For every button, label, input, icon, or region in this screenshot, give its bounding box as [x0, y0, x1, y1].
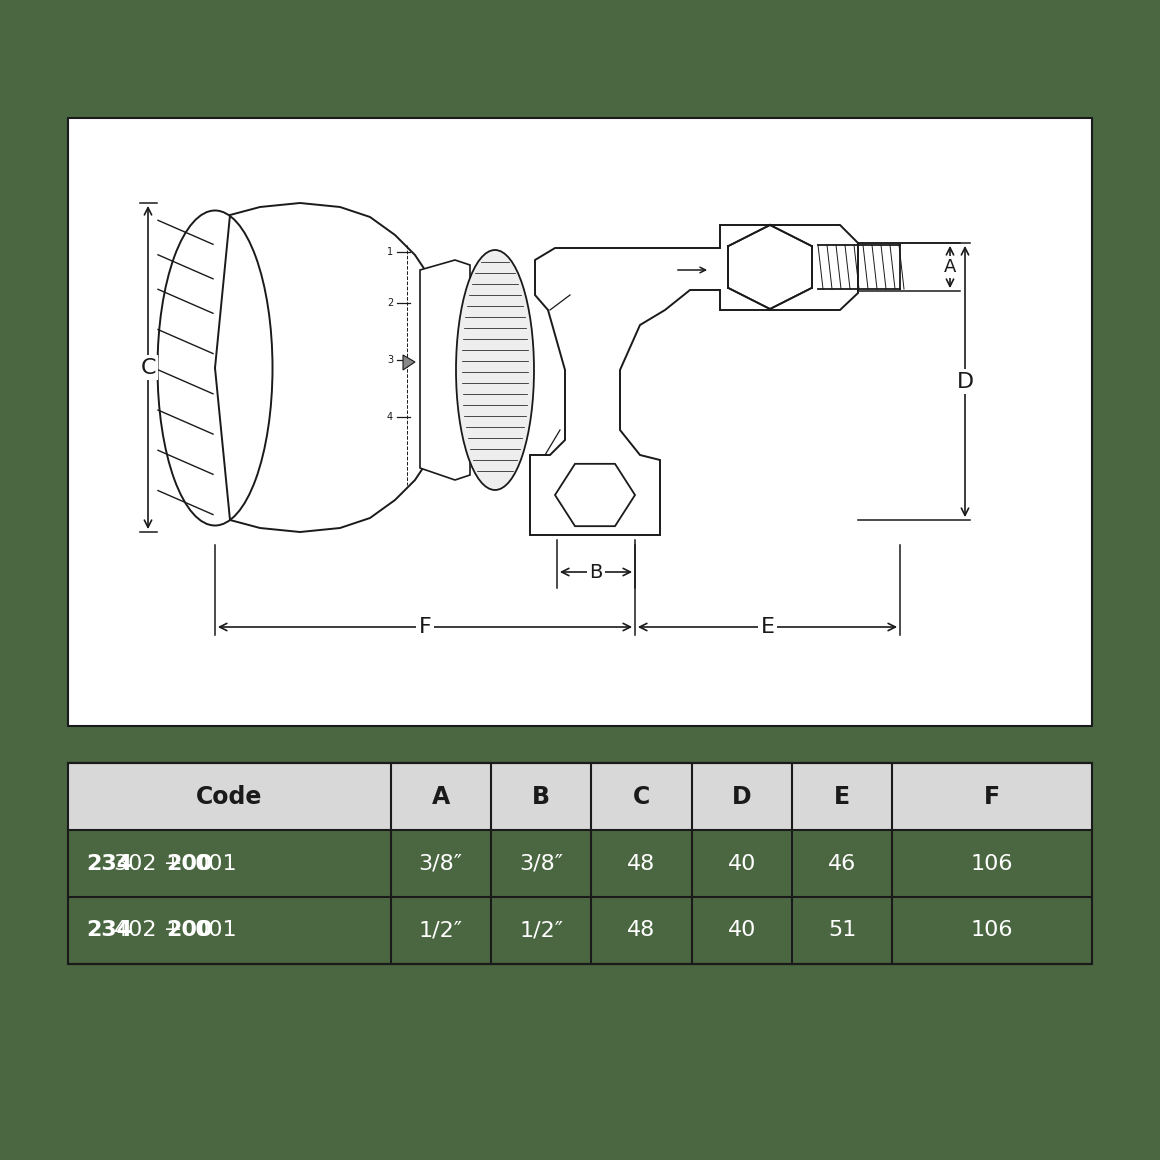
- Polygon shape: [403, 355, 415, 370]
- Text: 4: 4: [387, 412, 393, 422]
- Polygon shape: [420, 260, 470, 480]
- Text: C: C: [140, 357, 155, 377]
- Text: 48: 48: [628, 921, 655, 941]
- Bar: [68, 763, 1092, 964]
- Text: 3/8″: 3/8″: [419, 854, 463, 873]
- Text: E: E: [834, 784, 850, 809]
- Text: C: C: [633, 784, 650, 809]
- Text: A: A: [432, 784, 450, 809]
- Text: 40: 40: [727, 921, 756, 941]
- Text: 001: 001: [194, 921, 237, 941]
- Text: Code: Code: [196, 784, 262, 809]
- Ellipse shape: [158, 210, 273, 525]
- Text: F: F: [984, 784, 1000, 809]
- Polygon shape: [728, 225, 812, 309]
- Text: 106: 106: [971, 854, 1014, 873]
- Text: B: B: [589, 563, 603, 581]
- Text: E: E: [761, 617, 775, 637]
- Text: A: A: [944, 258, 956, 276]
- Text: D: D: [732, 784, 752, 809]
- Text: 40: 40: [727, 854, 756, 873]
- Text: 3/8″: 3/8″: [519, 854, 563, 873]
- Polygon shape: [554, 464, 635, 527]
- Text: 51: 51: [828, 921, 856, 941]
- Text: 200: 200: [166, 854, 212, 873]
- Text: 1: 1: [387, 247, 393, 258]
- Text: 200: 200: [166, 921, 212, 941]
- Text: 48: 48: [628, 854, 655, 873]
- Polygon shape: [530, 225, 858, 535]
- Polygon shape: [215, 203, 425, 532]
- Bar: [68, 897, 1092, 964]
- Text: 1/2″: 1/2″: [519, 921, 563, 941]
- Text: F: F: [419, 617, 432, 637]
- Text: 1/2″: 1/2″: [419, 921, 463, 941]
- Text: 106: 106: [971, 921, 1014, 941]
- Text: 402 +: 402 +: [114, 921, 189, 941]
- Bar: [68, 964, 1092, 1031]
- Text: 001: 001: [194, 854, 237, 873]
- Text: B: B: [532, 784, 550, 809]
- Text: D: D: [957, 371, 973, 392]
- Text: 234: 234: [86, 854, 132, 873]
- Ellipse shape: [456, 251, 534, 490]
- Bar: [68, 763, 1092, 831]
- Text: 3: 3: [387, 355, 393, 365]
- Text: 302 +: 302 +: [114, 854, 189, 873]
- Bar: [68, 118, 1092, 726]
- Text: 2: 2: [386, 298, 393, 309]
- Text: 46: 46: [828, 854, 856, 873]
- Text: 234: 234: [86, 921, 132, 941]
